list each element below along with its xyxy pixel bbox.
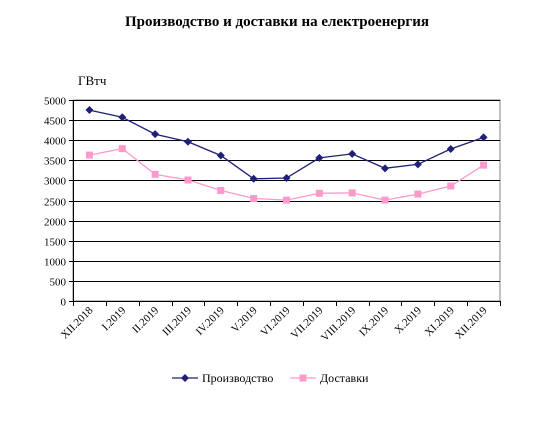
y-tick-label: 0 bbox=[61, 297, 67, 309]
series-1 bbox=[85, 106, 488, 183]
data-point bbox=[151, 130, 160, 139]
legend-item: Производство bbox=[172, 371, 273, 385]
data-point bbox=[85, 151, 93, 159]
gridlines bbox=[72, 99, 501, 302]
data-point bbox=[184, 176, 192, 184]
y-tick-label: 500 bbox=[50, 277, 67, 289]
x-tick-label: V.2019 bbox=[229, 304, 260, 335]
legend-label: Доставки bbox=[320, 371, 369, 385]
data-point bbox=[480, 161, 488, 169]
data-point bbox=[413, 160, 422, 169]
data-point bbox=[118, 145, 126, 153]
data-point bbox=[216, 151, 225, 160]
x-tick-labels: XII.2018 I.2019 II.2019 III.2019 IV.2019 V.20… bbox=[59, 304, 490, 344]
y-tick-label: 3500 bbox=[44, 156, 67, 168]
data-point bbox=[315, 153, 324, 162]
x-tick-label: VIII.2019 bbox=[319, 304, 359, 344]
series-2 bbox=[85, 145, 488, 204]
legend: Производство Доставки bbox=[172, 371, 369, 385]
data-point bbox=[183, 137, 192, 146]
y-tick-label: 4000 bbox=[44, 136, 67, 148]
data-point bbox=[315, 189, 323, 197]
y-tick-label: 5000 bbox=[44, 96, 67, 108]
x-tick-label: II.2019 bbox=[130, 304, 162, 336]
y-tick-label: 1500 bbox=[44, 237, 67, 249]
data-point bbox=[414, 190, 422, 198]
x-tick-label: I.2019 bbox=[100, 304, 129, 333]
x-tick-label: IX.2019 bbox=[357, 304, 392, 339]
data-point bbox=[118, 113, 127, 122]
legend-marker bbox=[181, 374, 189, 382]
x-tick-label: XII.2019 bbox=[453, 304, 490, 341]
data-point bbox=[282, 173, 291, 182]
chart-title: Производство и доставки на електроенерги… bbox=[125, 14, 429, 30]
data-point bbox=[479, 133, 488, 142]
data-point bbox=[446, 145, 455, 154]
x-tick-label: III.2019 bbox=[160, 304, 194, 338]
data-point bbox=[283, 196, 290, 204]
data-point bbox=[381, 196, 389, 204]
data-point bbox=[217, 186, 225, 194]
data-point bbox=[348, 189, 356, 197]
series-lines bbox=[85, 106, 488, 204]
data-point bbox=[381, 164, 390, 173]
data-point bbox=[447, 182, 455, 190]
legend-item: Доставки bbox=[290, 371, 369, 385]
data-point bbox=[348, 149, 357, 158]
y-tick-label: 3000 bbox=[44, 176, 67, 188]
x-tick-label: X.2019 bbox=[392, 304, 424, 336]
y-tick-label: 1000 bbox=[44, 257, 67, 269]
y-unit-label: ГВтч bbox=[78, 73, 107, 88]
y-tick-label: 4500 bbox=[44, 116, 67, 128]
y-tick-label: 2500 bbox=[44, 197, 67, 209]
legend-label: Производство bbox=[202, 371, 273, 385]
y-tick-label: 2000 bbox=[44, 217, 67, 229]
x-tick-label: IV.2019 bbox=[194, 304, 228, 338]
data-point bbox=[249, 174, 258, 183]
data-point bbox=[85, 106, 94, 115]
x-tick-label: XI.2019 bbox=[423, 304, 458, 339]
data-point bbox=[250, 194, 258, 202]
axes bbox=[69, 100, 501, 306]
x-tick-label: VI.2019 bbox=[258, 304, 293, 339]
legend-marker bbox=[299, 374, 307, 382]
data-point bbox=[151, 170, 159, 178]
x-tick-label: XII.2018 bbox=[59, 304, 96, 341]
y-tick-labels: 0 500 1000 1500 2000 2500 3000 3500 4000 4500 5000 bbox=[44, 96, 67, 309]
